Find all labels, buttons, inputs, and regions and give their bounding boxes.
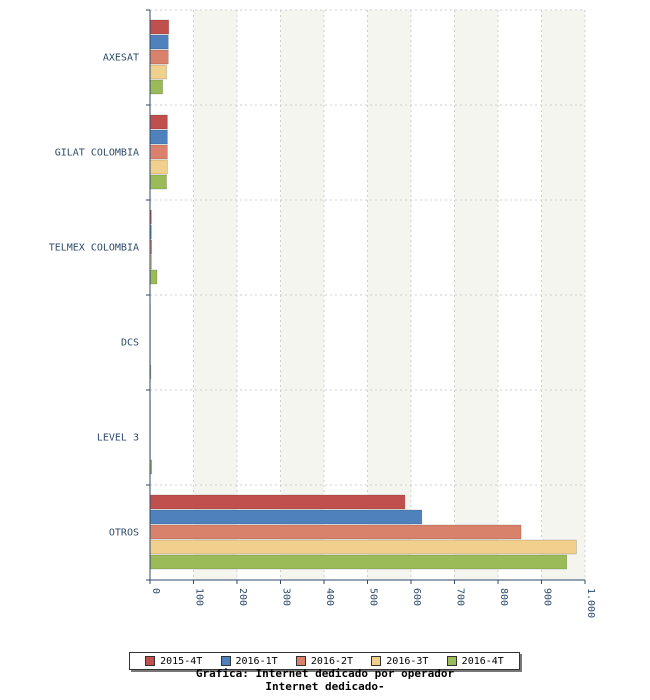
- category-label: DCS: [121, 338, 139, 349]
- legend-swatch: [295, 656, 306, 666]
- grid-band: [541, 10, 585, 580]
- bars: 2015-4T: 432016-1T: 422016-2T: 422016-3T…: [149, 19, 577, 570]
- bar: 2016-2T: 42: [149, 49, 169, 65]
- x-tick-label: 700: [455, 588, 466, 606]
- legend-item: 2016-2T: [295, 655, 354, 667]
- legend-item: 2016-4T: [446, 655, 504, 667]
- category-label: LEVEL 3: [97, 433, 139, 444]
- grid-band: [367, 10, 411, 580]
- bar: 2016-3T: 40: [149, 159, 168, 175]
- legend-label: 2015-4T: [160, 655, 203, 667]
- bar: 2016-1T: 42: [149, 34, 169, 50]
- bar: 2016-4T: 38: [149, 174, 167, 190]
- bar: 2016-3T: 980: [149, 539, 577, 555]
- x-tick-label: 600: [411, 588, 422, 606]
- x-tick-label: 300: [281, 588, 292, 606]
- legend-swatch: [220, 656, 231, 666]
- category-label: AXESAT: [103, 53, 139, 64]
- bar: 2015-4T: 43: [149, 19, 170, 35]
- category-labels: AXESAT GILAT COLOMBIA TELMEX COLOMBIA DCS LE…: [49, 53, 139, 539]
- x-tick-label: 200: [237, 588, 248, 606]
- caption-line: Internet dedicado-: [265, 680, 385, 693]
- legend-item: 2015-4T: [145, 656, 202, 667]
- legend-label: 2016-4T: [461, 655, 504, 667]
- legend-item: 2016-1T: [220, 655, 278, 667]
- bar: 2016-4T: 16: [149, 269, 158, 285]
- bar: 2016-2T: 853: [149, 524, 522, 540]
- caption-line: Grafica: Internet dedicado por operador: [195, 667, 455, 680]
- bar: 2016-4T: 958: [149, 554, 568, 570]
- legend-item: 2016-3T: [371, 656, 428, 667]
- bar: 2016-1T: 625: [149, 509, 423, 525]
- x-tick-label: 800: [498, 588, 509, 606]
- chart-caption: Grafica: Internet dedicado por operador …: [0, 667, 650, 693]
- legend-swatch: [446, 656, 457, 666]
- legend-label: 2016-1T: [235, 655, 278, 667]
- legend-label: 2016-3T: [386, 655, 429, 667]
- category-label: OTROS: [109, 528, 139, 539]
- x-tick-label: 900: [542, 588, 553, 606]
- legend: 2015-4T 2016-1T 2016-2T 2016-3T 2016-4T: [129, 652, 520, 670]
- legend-label: 2016-2T: [310, 655, 354, 667]
- category-label: TELMEX COLOMBIA: [49, 243, 139, 254]
- legend-swatch: [371, 656, 382, 666]
- legend-swatch: [145, 656, 156, 666]
- bar: 2016-1T: 40: [149, 129, 168, 145]
- x-tick-label: 1.000: [585, 588, 596, 618]
- bar: 2016-4T: 29: [149, 79, 163, 95]
- x-tick-label: 400: [324, 588, 335, 606]
- category-label: GILAT COLOMBIA: [55, 148, 139, 159]
- bar: 2016-2T: 40: [149, 144, 168, 160]
- bar: 2016-3T: 38: [149, 64, 167, 80]
- axes: [146, 9, 586, 584]
- grid-lines: [150, 9, 586, 581]
- x-tick-label: 100: [194, 588, 205, 606]
- bar: 2015-4T: 586: [149, 494, 406, 510]
- x-tick-label: 500: [368, 588, 379, 606]
- x-tick-label: 0: [150, 588, 161, 594]
- x-tick-labels: 0 100 200 300 400 500 600 700 800 900 1.000: [150, 588, 596, 618]
- grid-band: [280, 10, 324, 580]
- bar: 2015-4T: 40: [149, 114, 168, 130]
